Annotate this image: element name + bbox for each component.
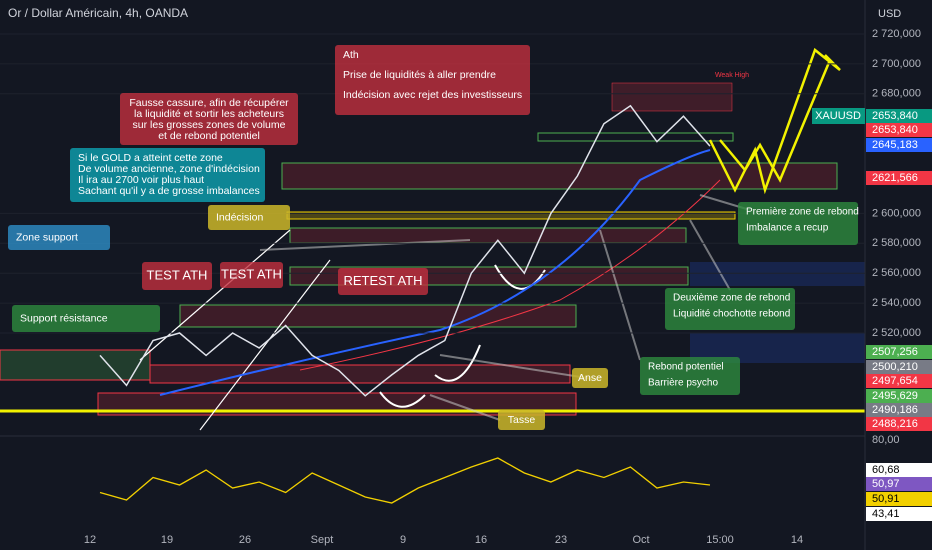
price-label-bg	[866, 403, 932, 417]
annotation-box	[70, 148, 265, 202]
price-label-bg	[866, 389, 932, 403]
symbol: XAUUSD	[815, 110, 861, 122]
time-tick-label: 12	[84, 534, 96, 546]
annotation-box	[640, 357, 740, 395]
annotation-box	[120, 93, 298, 145]
annotation-text: Zone support	[16, 231, 78, 243]
annotation-box	[665, 288, 795, 330]
price-label: 2645,183	[872, 139, 918, 151]
annotation-text: Deuxième zone de rebond	[673, 293, 790, 304]
time-tick-label: 15:00	[706, 534, 734, 546]
price-label-bg	[866, 417, 932, 431]
annotation-text: Sachant qu'il y a de grosse imbalances	[78, 185, 260, 197]
price-label-bg	[866, 171, 932, 185]
price-label: 2490,186	[872, 404, 918, 416]
price-label-bg	[866, 138, 932, 152]
price-label: 2495,629	[872, 390, 918, 402]
annotation-text: De volume ancienne, zone d'indécision	[78, 163, 260, 175]
annotation-text: Weak High	[715, 72, 749, 79]
rsi-label-bg	[866, 492, 932, 506]
annotation-text: TEST ATH	[221, 266, 282, 281]
annotation-text: Tasse	[508, 414, 536, 426]
annotation-box	[498, 410, 545, 430]
rsi-label: 50,91	[872, 493, 900, 505]
annotation-text: Prise de liquidités à aller prendre	[343, 69, 496, 81]
time-tick-label: Sept	[311, 534, 334, 546]
price-tick-label: 2 700,000	[872, 58, 921, 70]
annotation-text: TEST ATH	[147, 267, 208, 282]
rsi-label: 50,97	[872, 478, 900, 490]
annotation-text: Liquidité chochotte rebond	[673, 309, 790, 320]
annotation-box	[220, 262, 283, 288]
time-tick-label: 14	[791, 534, 803, 546]
rsi-line	[99, 457, 711, 504]
annotation-text: Si le GOLD a atteint cette zone	[78, 152, 223, 164]
annotation-text: Il ira au 2700 voir plus haut	[78, 174, 204, 186]
price-label-bg	[866, 374, 932, 388]
annotation-box	[208, 205, 290, 230]
annotation-text: Barrière psycho	[648, 378, 718, 389]
rsi-label-bg	[866, 507, 932, 521]
annotation-box	[338, 268, 428, 295]
time-tick-label: Oct	[632, 534, 649, 546]
annotation-box	[8, 225, 110, 250]
annotation-text: Support résistance	[20, 312, 108, 324]
annotation-text: et de rebond potentiel	[158, 130, 260, 142]
rsi-label-bg	[866, 463, 932, 477]
price-label: 2653,840	[872, 124, 918, 136]
annotation-text: Fausse cassure, afin de récupérer	[129, 97, 289, 109]
rsi-label-bg	[866, 477, 932, 491]
price-label: 2621,566	[872, 172, 918, 184]
annotation-text: Rebond potentiel	[648, 362, 724, 373]
currency: USD	[878, 8, 901, 20]
price-tick-label: 2 680,000	[872, 88, 921, 100]
symbol-badge	[812, 108, 865, 124]
annotation-text: Indécision	[216, 211, 263, 223]
price-tick-label: 2 520,000	[872, 327, 921, 339]
price-tick-label: 2 600,000	[872, 207, 921, 219]
annotation-box	[142, 262, 212, 290]
price-label-bg	[866, 123, 932, 137]
price-tick-label: 2 720,000	[872, 28, 921, 40]
annotation-box	[335, 45, 530, 115]
price-label-bg	[866, 360, 932, 374]
chart-title: Or / Dollar Américain, 4h, OANDA	[8, 6, 188, 20]
time-tick-label: 23	[555, 534, 567, 546]
rsi-label: 43,41	[872, 508, 900, 520]
rsi-label: 60,68	[872, 464, 900, 476]
annotation-text: la liquidité et sortir les acheteurs	[134, 108, 284, 120]
time-tick-label: 16	[475, 534, 487, 546]
price-line	[99, 104, 711, 397]
annotation-text: Ath	[343, 49, 359, 61]
annotation-text: Anse	[578, 372, 602, 384]
annotation-box	[738, 202, 858, 245]
annotation-text: Imbalance a recup	[746, 223, 829, 234]
price-label: 2653,840	[872, 110, 918, 122]
price-label: 2488,216	[872, 418, 918, 430]
time-tick-label: 19	[161, 534, 173, 546]
time-tick-label: 26	[239, 534, 251, 546]
annotation-box	[12, 305, 160, 332]
price-tick-label: 2 580,000	[872, 237, 921, 249]
annotation-text: Indécision avec rejet des investisseurs	[343, 89, 522, 101]
annotation-text: Première zone de rebond	[746, 207, 859, 218]
price-label-bg	[866, 109, 932, 123]
price-label: 2507,256	[872, 346, 918, 358]
price-label-bg	[866, 345, 932, 359]
rsi-tick-label: 80,00	[872, 434, 900, 446]
annotation-text: sur les grosses zones de volume	[133, 119, 286, 131]
time-tick-label: 9	[400, 534, 406, 546]
price-label: 2500,210	[872, 361, 918, 373]
price-tick-label: 2 540,000	[872, 297, 921, 309]
annotation-text: RETEST ATH	[344, 273, 423, 288]
price-tick-label: 2 560,000	[872, 267, 921, 279]
price-label: 2497,654	[872, 375, 918, 387]
annotation-box	[572, 368, 608, 388]
